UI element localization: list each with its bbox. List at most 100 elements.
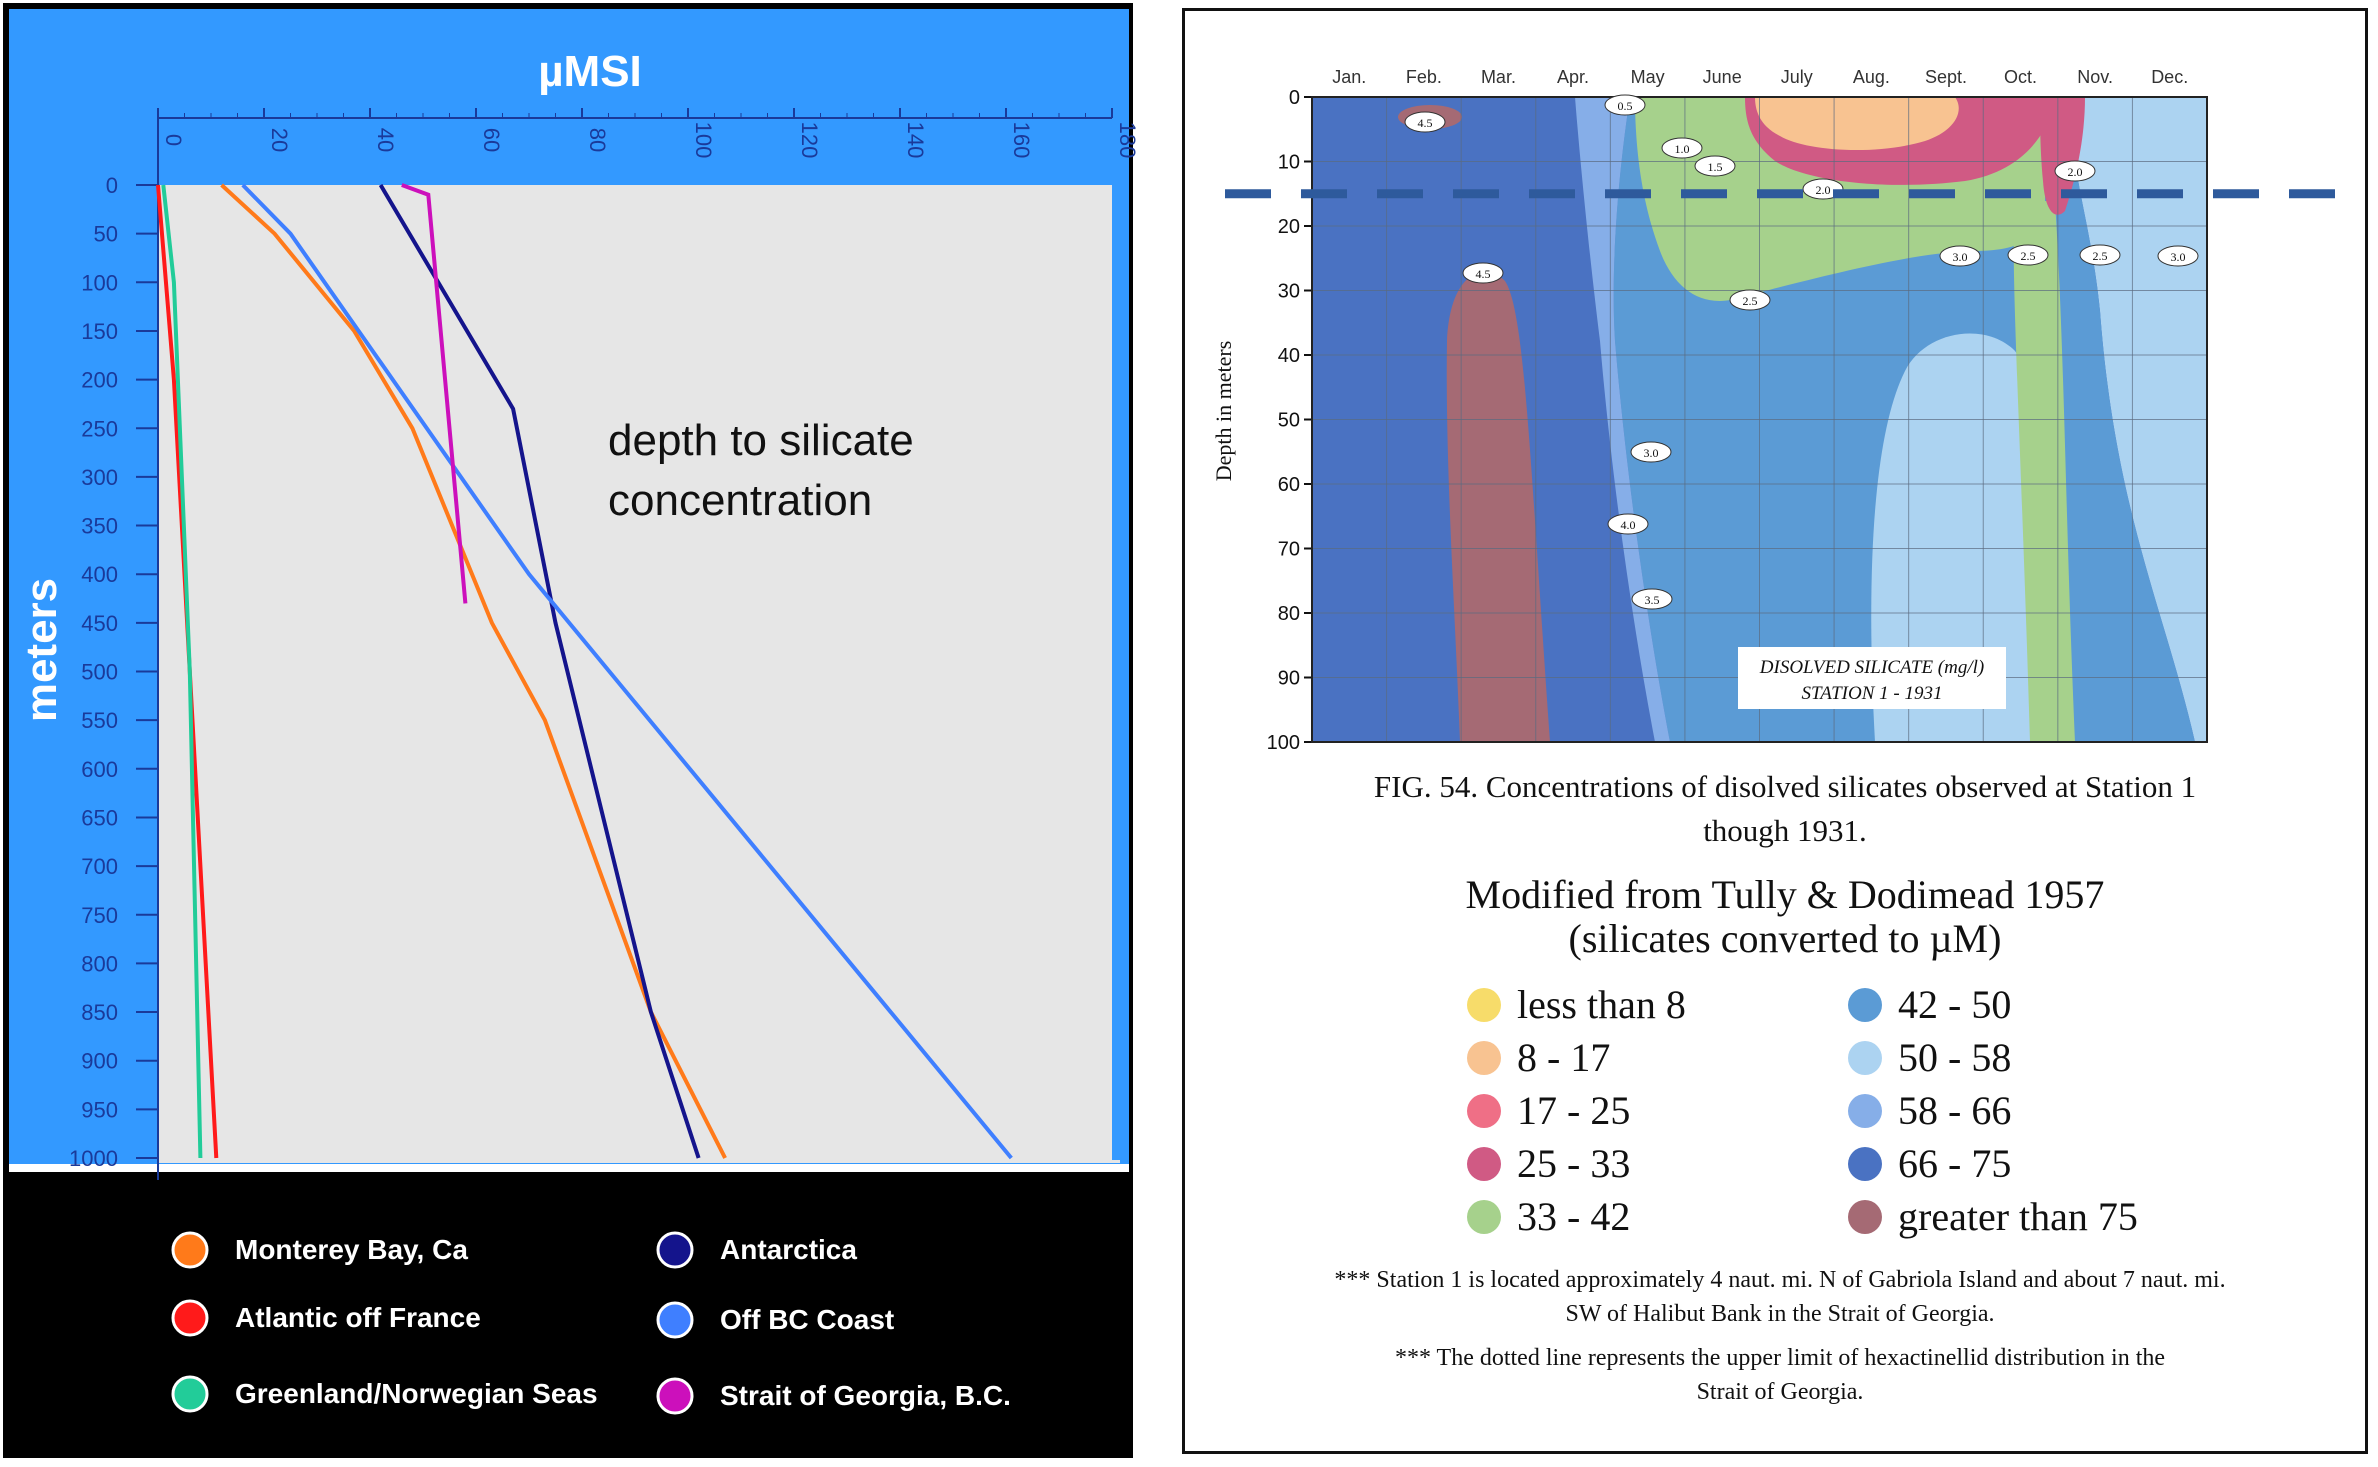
contour-label: 2.5: [2007, 244, 2049, 266]
legend-entry: Antarctica: [656, 1231, 857, 1269]
contour-label: 4.5: [1462, 262, 1504, 284]
chart-legend: Monterey Bay, Ca Atlantic off France Green…: [171, 1231, 1011, 1415]
contour-y-axis-label: Depth in meters: [1211, 341, 1236, 482]
color-legend-item: 17 - 25: [1467, 1087, 1630, 1134]
contour-title-box: [1738, 647, 2006, 709]
y-tick-label: 550: [81, 708, 118, 733]
figure-caption-line-2: though 1931.: [1703, 813, 1867, 848]
contour-label-bubble: [2054, 160, 2096, 182]
legend-separator: [9, 1164, 1129, 1172]
color-legend-label: 17 - 25: [1517, 1088, 1631, 1133]
axes-group: 0 20 40 60 80 100 120 140 160 1800501001502002503…: [69, 108, 1140, 1180]
color-legend-item: less than 8: [1467, 981, 1686, 1028]
color-legend-swatch: [1848, 1040, 1882, 1075]
x-tick-label: 140: [903, 122, 928, 159]
note-station: *** Station 1 is located approximately 4…: [1235, 1263, 2325, 1331]
contour-label-text: 4.5: [1418, 116, 1433, 130]
color-legend-swatch: [1467, 1040, 1501, 1075]
series-line-greenland-norwegian-seas: [161, 184, 203, 1159]
legend-label: Off BC Coast: [720, 1304, 894, 1335]
color-legend-item: 58 - 66: [1848, 1087, 2011, 1134]
legend-swatch: [171, 1299, 209, 1337]
color-legend-item: 66 - 75: [1848, 1140, 2011, 1187]
contour-label-bubble: [1631, 588, 1673, 610]
contour-label-text: 0.5: [1618, 99, 1633, 113]
contour-label-bubble: [1661, 137, 1703, 159]
color-legend-swatch: [1848, 1199, 1882, 1234]
y-tick-label: 500: [81, 660, 118, 685]
month-label: Feb.: [1406, 67, 1442, 87]
y-tick-label: 350: [81, 514, 118, 539]
left-chart-panel: 0 20 40 60 80 100 120 140 160 180 0 50 100 150 200 250 3…: [0, 0, 1140, 1462]
month-label: Dec.: [2151, 67, 2188, 87]
note-station-line-1: *** Station 1 is located approximately 4…: [1334, 1267, 2226, 1293]
note-station-line-2: SW of Halibut Bank in the Strait of Geor…: [1565, 1301, 1995, 1327]
contour-y-tick-label: 90: [1278, 668, 1300, 690]
contour-y-tick-label: 100: [1267, 732, 1300, 754]
contour-label-bubble: [1729, 289, 1771, 311]
region-25-33-oct: [2040, 97, 2085, 215]
contour-label-text: 2.5: [2021, 249, 2036, 263]
month-label: Apr.: [1557, 67, 1589, 87]
y-tick-label: 750: [81, 903, 118, 928]
legend-entry: Atlantic off France: [171, 1299, 481, 1337]
color-legend-label: 50 - 58: [1898, 1035, 2012, 1080]
contour-label-bubble: [1462, 262, 1504, 284]
contour-label-text: 1.5: [1708, 160, 1723, 174]
contour-label: 4.5: [1404, 111, 1446, 133]
x-tick-label: 160: [1009, 122, 1034, 159]
y-tick-label: 700: [81, 854, 118, 879]
contour-y-tick-label: 0: [1289, 87, 1300, 109]
y-tick-label: 400: [81, 562, 118, 587]
y-tick-label: 650: [81, 805, 118, 830]
legend-title: Modified from Tully & Dodimead 1957 (sil…: [1245, 873, 2325, 961]
legend-entry: Off BC Coast: [656, 1301, 894, 1339]
color-legend-label: less than 8: [1517, 982, 1686, 1027]
x-tick-label: 80: [585, 128, 610, 152]
region-gt-75: [1446, 271, 1550, 742]
legend-label: Antarctica: [720, 1234, 857, 1265]
x-tick-label: 100: [691, 122, 716, 159]
y-tick-label: 200: [81, 368, 118, 393]
legend-title-line-2: (silicates converted to µM): [1568, 916, 2002, 961]
plot-area: [158, 185, 1120, 1163]
contour-label: 1.0: [1661, 137, 1703, 159]
month-label: Aug.: [1853, 67, 1890, 87]
color-legend-item: 8 - 17: [1467, 1034, 1610, 1081]
contour-label-bubble: [2079, 244, 2121, 266]
legend-swatch: [656, 1231, 694, 1269]
contour-label: 3.5: [1631, 588, 1673, 610]
x-tick-label: 0: [161, 134, 186, 146]
color-legend-item: 33 - 42: [1467, 1193, 1630, 1240]
y-tick-label: 0: [106, 173, 118, 198]
series-line-antarctica: [378, 183, 701, 1159]
x-tick-label: 40: [373, 128, 398, 152]
contour-label-bubble: [1404, 111, 1446, 133]
contour-label: 3.0: [1630, 441, 1672, 463]
contour-y-tick-label: 70: [1278, 539, 1300, 561]
contour-label-text: 2.5: [2093, 249, 2108, 263]
contour-label: 4.0: [1607, 513, 1649, 535]
month-label: July: [1781, 67, 1813, 87]
color-legend-item: 42 - 50: [1848, 981, 2011, 1028]
legend-label: Atlantic off France: [235, 1302, 481, 1333]
y-tick-label: 1000: [69, 1146, 118, 1171]
x-axis-title: µMSI: [538, 47, 642, 96]
contour-y-tick-label: 10: [1278, 152, 1300, 174]
legend-entry: Monterey Bay, Ca: [171, 1231, 468, 1269]
contour-label: 3.0: [2157, 245, 2199, 267]
contour-label-bubble: [1694, 155, 1736, 177]
color-legend-item: greater than 75: [1848, 1193, 2138, 1240]
annotation-line-2: concentration: [608, 476, 872, 525]
legend-label: Greenland/Norwegian Seas: [235, 1378, 598, 1409]
color-legend-swatch: [1467, 1146, 1501, 1181]
x-tick-label: 60: [479, 128, 504, 152]
contour-y-tick-label: 80: [1278, 603, 1300, 625]
contour-label-bubble: [2157, 245, 2199, 267]
contour-label-bubble: [1607, 513, 1649, 535]
contour-title-line-1: DISOLVED SILICATE (mg/l): [1759, 657, 1984, 678]
contour-y-tick-label: 40: [1278, 345, 1300, 367]
month-label: Sept.: [1925, 67, 1967, 87]
color-legend-swatch: [1467, 1093, 1501, 1128]
contour-labels: 0.5 1.0 1.5 2.0 2.0 2.5 2.5 2.5 3.0 3.0 3.0 4.0 3.5 4…: [1404, 94, 2199, 610]
